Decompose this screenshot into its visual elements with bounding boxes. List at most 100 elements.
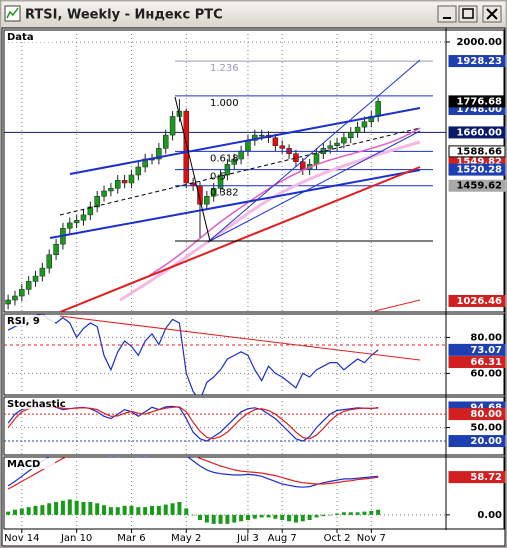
histogram-bar xyxy=(245,514,250,520)
fib-label: 0.382 xyxy=(210,188,239,199)
price-marker-label: 58.72 xyxy=(470,472,502,483)
candle-body xyxy=(5,299,11,305)
candle-body xyxy=(80,214,87,221)
histogram-bar xyxy=(26,507,31,515)
candle-body xyxy=(12,295,18,301)
histogram-bar xyxy=(321,514,326,517)
histogram-bar xyxy=(54,502,59,515)
candle-body xyxy=(46,254,52,269)
main-overlays xyxy=(49,59,433,312)
price-marker-label: 1660.00 xyxy=(456,127,502,138)
candle-body xyxy=(354,126,361,133)
candle-body xyxy=(341,137,347,144)
histogram-bar xyxy=(6,511,11,515)
fib-label: 1.000 xyxy=(210,98,239,109)
histogram-bar xyxy=(239,514,244,522)
x-tick-label: Oct 2 xyxy=(324,533,351,544)
candle-body xyxy=(94,196,100,208)
candle-body xyxy=(73,219,80,224)
candle-body xyxy=(272,137,279,146)
histogram-bar xyxy=(376,509,381,515)
price-marker: 1520.28 xyxy=(448,163,506,176)
price-marker-bg xyxy=(448,163,506,176)
histogram-bar xyxy=(266,514,271,518)
histogram-bar xyxy=(307,514,312,520)
dashed-trend-line xyxy=(59,127,421,216)
histogram-bar xyxy=(252,514,257,519)
histogram-bar xyxy=(348,512,353,515)
maximize-button[interactable] xyxy=(458,5,478,23)
histogram-bar xyxy=(47,503,52,515)
histogram-bar xyxy=(150,505,155,515)
panel-title: MACD xyxy=(7,459,40,470)
fan-line xyxy=(207,59,421,243)
histogram-bar xyxy=(95,503,100,515)
candle-body xyxy=(327,145,333,149)
histogram-bar xyxy=(341,512,346,515)
histogram-bar xyxy=(362,511,367,515)
price-marker-bg xyxy=(448,343,506,356)
histogram-bar xyxy=(81,502,86,515)
candle-body xyxy=(300,161,306,170)
candle-body xyxy=(25,281,32,290)
histogram-bar xyxy=(232,514,237,523)
candle-body xyxy=(87,206,94,216)
price-marker-bg xyxy=(448,55,506,68)
histogram-bar xyxy=(156,505,161,515)
series-line xyxy=(7,457,379,490)
close-button[interactable] xyxy=(482,5,502,23)
panel-title-bg xyxy=(5,31,55,42)
x-tick-label: Mar 6 xyxy=(117,533,145,544)
price-marker-label: 1520.28 xyxy=(456,165,502,176)
candle-body xyxy=(101,190,107,197)
candle-body xyxy=(293,153,299,162)
fib-anchor-line xyxy=(174,96,211,242)
candle-body xyxy=(39,267,46,277)
candle-body xyxy=(231,158,238,165)
histogram-bar xyxy=(280,514,285,520)
candle-body xyxy=(115,180,121,189)
panel-title: Stochastic xyxy=(7,399,66,410)
histogram-bar xyxy=(328,514,333,516)
y-tick-label: 2000.00 xyxy=(456,37,502,48)
candle-body xyxy=(238,150,244,160)
price-marker-label: 1026.46 xyxy=(456,296,502,307)
x-tick-label: Jul 3 xyxy=(236,533,259,544)
minimize-button[interactable] xyxy=(437,5,457,23)
histogram-bar xyxy=(204,514,209,523)
panel-title-bg xyxy=(5,398,55,409)
histogram-bar xyxy=(369,511,374,515)
panel-plot xyxy=(4,397,446,455)
price-marker-label: 66.31 xyxy=(470,357,502,368)
histogram-bar xyxy=(143,507,148,515)
candle-body xyxy=(162,134,169,149)
price-marker-label: 80.00 xyxy=(470,409,502,420)
candle-body xyxy=(361,121,368,128)
panel-frame xyxy=(3,313,505,396)
price-marker-label: 20.00 xyxy=(470,436,502,447)
price-marker: 1459.62 xyxy=(448,179,506,192)
candle-body xyxy=(19,289,25,297)
candle-body xyxy=(204,196,210,205)
price-marker: 66.31 xyxy=(448,356,506,369)
price-marker-label: 1549.82 xyxy=(456,157,502,168)
price-marker-bg xyxy=(448,126,506,139)
price-marker-bg xyxy=(448,435,506,448)
histogram-bar xyxy=(74,500,79,515)
y-tick-label: 60.00 xyxy=(470,368,502,379)
window-title: RTSI, Weekly - Индекс РТС xyxy=(25,8,223,23)
series-line xyxy=(7,406,379,440)
candle-body xyxy=(32,275,39,282)
histogram-bar xyxy=(33,505,38,515)
price-marker: 1660.00 xyxy=(448,126,506,139)
histogram-bar xyxy=(60,500,65,515)
candle-body xyxy=(128,174,135,184)
x-tick-label: Nov 7 xyxy=(357,533,386,544)
histogram-bar xyxy=(177,502,182,515)
price-marker-label: 94.68 xyxy=(470,402,502,413)
histogram-bar xyxy=(12,509,17,515)
fib-label: 1.236 xyxy=(210,63,239,74)
histogram-bar xyxy=(293,514,298,523)
price-marker: 1588.66 xyxy=(448,145,506,158)
